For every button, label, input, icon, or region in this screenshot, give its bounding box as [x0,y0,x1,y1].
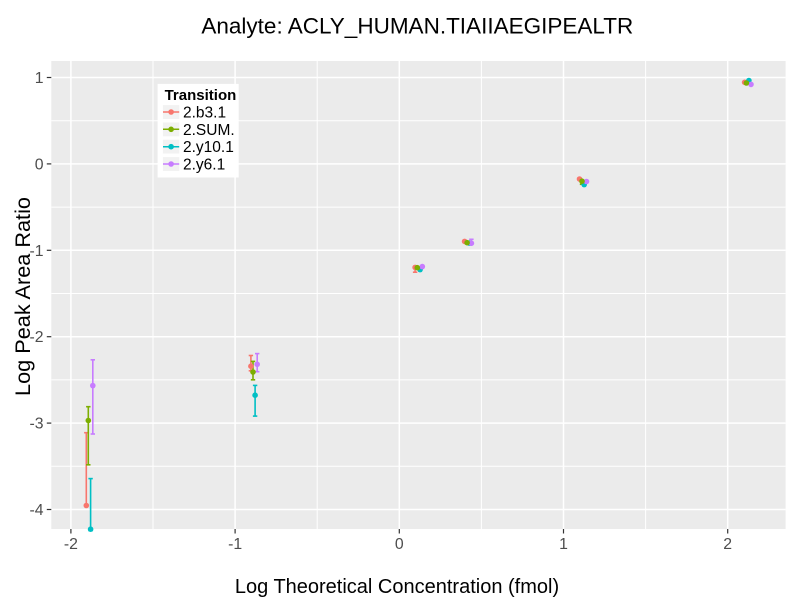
svg-text:1: 1 [35,70,44,87]
svg-text:-2: -2 [29,329,43,346]
svg-text:-4: -4 [29,502,43,519]
svg-text:-1: -1 [29,243,43,260]
svg-text:Log Peak Area Ratio: Log Peak Area Ratio [10,197,35,396]
svg-text:1: 1 [559,536,568,553]
svg-text:0: 0 [35,156,44,173]
svg-text:-1: -1 [228,536,242,553]
svg-text:Analyte: ACLY_HUMAN.TIAIIAEGIP: Analyte: ACLY_HUMAN.TIAIIAEGIPEALTR [201,14,633,39]
svg-text:0: 0 [395,536,404,553]
svg-text:2.SUM.: 2.SUM. [183,122,235,139]
svg-text:2.y6.1: 2.y6.1 [183,157,225,174]
svg-text:Log Theoretical Concentration: Log Theoretical Concentration (fmol) [235,576,559,598]
svg-text:2: 2 [723,536,732,553]
svg-text:2.b3.1: 2.b3.1 [183,105,226,122]
svg-text:2.y10.1: 2.y10.1 [183,139,234,156]
svg-text:-2: -2 [64,536,78,553]
svg-text:-3: -3 [29,416,43,433]
svg-text:Transition: Transition [165,87,237,104]
